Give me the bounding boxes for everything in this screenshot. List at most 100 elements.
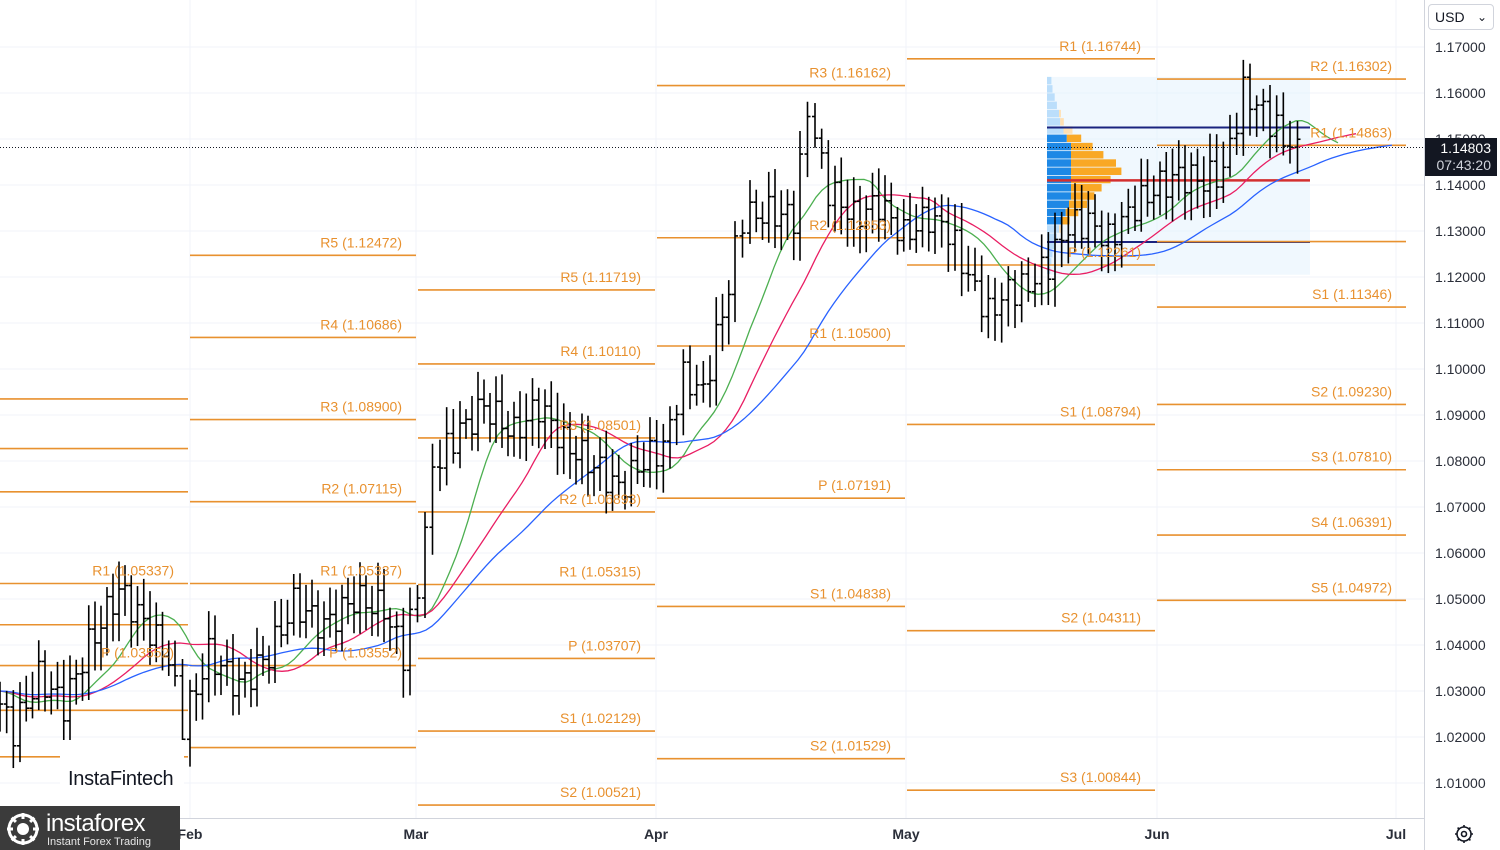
- ohlc-bar: [535, 387, 542, 449]
- bar-countdown: 07:43:20: [1436, 157, 1492, 173]
- ohlc-bar: [290, 573, 297, 636]
- pivot-label: R1 (1.16744): [1059, 38, 1141, 54]
- ohlc-bar: [992, 277, 998, 341]
- ohlc-bar: [48, 671, 55, 715]
- ohlc-bar: [407, 587, 413, 696]
- pivot-label: P (1.03552): [101, 645, 174, 661]
- pivot-levels: [0, 57, 1406, 806]
- last-price-tag: 1.14803 07:43:20: [1425, 138, 1497, 176]
- pivot-label: S2 (1.00521): [560, 784, 641, 800]
- pivot-label: R4 (1.10110): [560, 343, 641, 359]
- ohlc-bar: [978, 255, 985, 333]
- ohlc-bar: [128, 575, 135, 648]
- ohlc-bar: [172, 640, 178, 687]
- currency-selector[interactable]: USD ⌄: [1428, 4, 1494, 30]
- ohlc-bar: [315, 590, 321, 656]
- ohlc-bar: [1169, 148, 1176, 222]
- pivot-label: R5 (1.12472): [320, 234, 402, 250]
- ohlc-bar: [147, 591, 153, 665]
- ohlc-bar: [85, 605, 92, 701]
- ohlc-bar: [297, 573, 303, 638]
- y-tick-label: 1.14000: [1435, 177, 1486, 193]
- ohlc-bar: [10, 690, 17, 769]
- ohlc-bar: [998, 282, 1005, 343]
- ohlc-bar: [375, 562, 381, 637]
- y-tick-label: 1.05000: [1435, 591, 1486, 607]
- y-tick-label: 1.16000: [1435, 85, 1486, 101]
- ohlc-bar: [765, 171, 772, 243]
- ohlc-bar: [907, 192, 913, 250]
- ohlc-bar: [327, 587, 333, 638]
- ohlc-bar: [888, 182, 895, 235]
- ohlc-bar: [687, 345, 693, 410]
- y-tick-label: 1.13000: [1435, 223, 1486, 239]
- volume-row-sell: [1071, 142, 1093, 151]
- ohlc-bar: [140, 578, 147, 641]
- ohlc-bar: [1227, 114, 1233, 177]
- ohlc-bar: [850, 177, 857, 247]
- ohlc-bar: [387, 607, 393, 651]
- ohlc-bars: [0, 59, 1301, 769]
- ohlc-bar: [732, 221, 738, 323]
- ohlc-bar: [693, 364, 700, 406]
- ohlc-bar: [321, 601, 327, 656]
- volume-row-sell: [1071, 159, 1116, 167]
- ohlc-bar: [236, 657, 242, 715]
- ohlc-bar: [1072, 183, 1078, 253]
- pivot-label: R3 (1.08900): [320, 399, 402, 415]
- volume-row-sell: [1062, 217, 1070, 225]
- volume-row-buy: [1047, 142, 1071, 151]
- ohlc-bar: [363, 575, 369, 630]
- ohlc-bar: [603, 430, 610, 514]
- ohlc-bar: [952, 204, 958, 271]
- ohlc-bar: [400, 607, 407, 698]
- ohlc-bar: [422, 512, 428, 619]
- volume-row-sell: [1059, 109, 1061, 118]
- y-tick-label: 1.04000: [1435, 637, 1486, 653]
- ohlc-bar: [1085, 191, 1092, 254]
- ohlc-bar: [284, 599, 291, 645]
- ohlc-bar: [60, 659, 67, 744]
- pivot-label: P (1.03552): [329, 645, 402, 661]
- volume-row-buy: [1047, 76, 1052, 85]
- ohlc-bar: [266, 645, 272, 684]
- volume-row-buy: [1047, 167, 1071, 175]
- ohlc-bar: [450, 408, 457, 464]
- ohlc-bar: [1157, 161, 1163, 216]
- ohlc-bar: [487, 392, 493, 443]
- ohlc-bar: [469, 395, 475, 451]
- pivot-label: S3 (1.00844): [1060, 769, 1141, 785]
- pivot-label: R1 (1.10500): [809, 325, 891, 341]
- ohlc-bar: [857, 185, 863, 254]
- ohlc-bar: [778, 190, 785, 251]
- ohlc-bar: [104, 587, 110, 656]
- volume-row-buy: [1047, 159, 1071, 167]
- ohlc-bar: [945, 197, 952, 272]
- gear-icon[interactable]: [1452, 822, 1476, 846]
- ohlc-bar: [958, 202, 965, 297]
- ohlc-bar: [54, 661, 61, 710]
- ohlc-bar: [753, 189, 760, 233]
- chevron-down-icon: ⌄: [1476, 10, 1487, 24]
- ohlc-bar: [1273, 95, 1280, 153]
- x-tick-label: Feb: [178, 826, 203, 842]
- ohlc-bar: [804, 101, 811, 178]
- ohlc-bar: [369, 585, 375, 637]
- ohlc-bar: [1065, 207, 1072, 264]
- volume-row-buy: [1047, 85, 1053, 93]
- ohlc-bar: [303, 584, 309, 639]
- x-tick-label: May: [892, 826, 919, 842]
- ohlc-bar: [1194, 148, 1201, 209]
- ohlc-bar: [1112, 213, 1118, 272]
- instaforex-wordmark: instaforex: [46, 810, 146, 837]
- volume-row-buy: [1047, 134, 1067, 143]
- ohlc-bar: [414, 585, 421, 623]
- volume-row-sell: [1071, 192, 1095, 200]
- ohlc-bar: [784, 189, 791, 241]
- ohlc-bar: [759, 201, 766, 240]
- ohlc-bar: [278, 598, 285, 648]
- ohlc-bar: [153, 602, 160, 663]
- ohlc-bar: [1132, 185, 1138, 231]
- ohlc-bar: [1105, 212, 1112, 274]
